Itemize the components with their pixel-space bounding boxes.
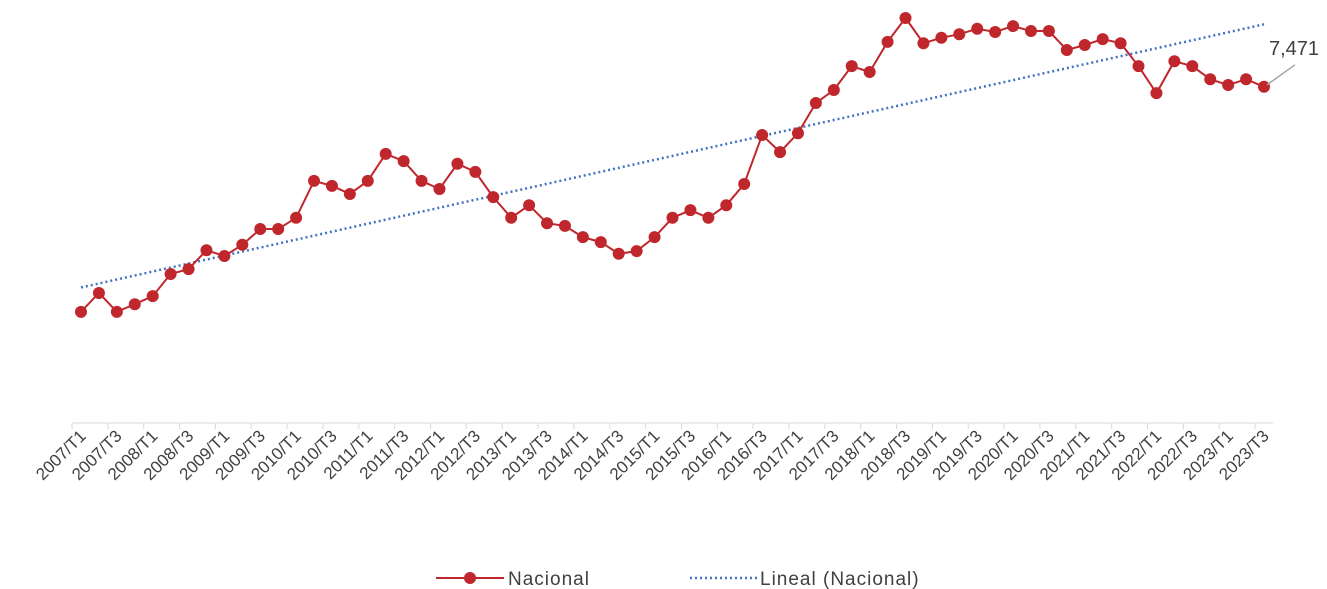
point xyxy=(128,298,141,311)
point xyxy=(845,60,858,73)
point xyxy=(1132,60,1145,73)
point xyxy=(917,37,930,50)
point xyxy=(1114,37,1127,50)
point xyxy=(756,129,769,141)
point xyxy=(433,183,446,195)
point xyxy=(971,22,984,35)
point xyxy=(702,211,715,224)
point xyxy=(1258,80,1270,93)
point xyxy=(720,199,733,212)
point xyxy=(738,178,751,191)
point xyxy=(809,97,822,110)
point xyxy=(343,187,356,200)
point xyxy=(541,217,554,230)
point xyxy=(1222,79,1235,92)
point xyxy=(1204,73,1217,86)
point xyxy=(935,31,948,44)
point xyxy=(594,236,607,249)
point xyxy=(451,157,464,170)
point xyxy=(612,247,625,260)
point xyxy=(1007,20,1020,33)
point xyxy=(397,155,410,168)
label-leader xyxy=(1266,64,1296,86)
point xyxy=(469,165,482,178)
point xyxy=(863,66,876,78)
point xyxy=(487,191,500,204)
point xyxy=(218,250,231,263)
trendline xyxy=(80,23,1265,289)
point xyxy=(684,204,697,217)
point xyxy=(92,286,105,299)
point xyxy=(505,211,518,224)
legend-label: Lineal (Nacional) xyxy=(760,569,920,589)
point xyxy=(989,25,1002,38)
point xyxy=(415,174,428,187)
point xyxy=(272,223,285,236)
point xyxy=(899,12,912,24)
point xyxy=(290,211,303,224)
point xyxy=(576,231,589,244)
point xyxy=(1168,55,1181,68)
point xyxy=(379,147,392,160)
point xyxy=(1240,73,1253,86)
point xyxy=(361,174,374,187)
point xyxy=(523,199,536,212)
legend-marker xyxy=(464,572,476,584)
legend-label: Nacional xyxy=(508,569,590,589)
point xyxy=(308,174,321,187)
point xyxy=(1024,25,1037,38)
point xyxy=(164,268,177,281)
point xyxy=(75,305,87,318)
point xyxy=(1042,25,1055,38)
point xyxy=(182,263,195,276)
point xyxy=(236,238,249,251)
point xyxy=(791,127,804,140)
point xyxy=(648,231,661,244)
point xyxy=(1150,87,1163,100)
point xyxy=(1060,43,1073,56)
point xyxy=(1078,39,1091,51)
point xyxy=(881,35,894,48)
point xyxy=(558,219,571,232)
point xyxy=(666,211,679,224)
point xyxy=(325,179,338,192)
point xyxy=(110,305,123,318)
point xyxy=(774,146,787,159)
point xyxy=(630,245,643,258)
point xyxy=(146,290,159,303)
point xyxy=(827,84,840,96)
point xyxy=(254,223,267,236)
point xyxy=(953,28,966,41)
point xyxy=(200,244,213,257)
point xyxy=(1186,60,1199,73)
data-label: 7,471 xyxy=(1269,38,1319,60)
point xyxy=(1096,33,1109,46)
series-line xyxy=(80,16,1265,314)
